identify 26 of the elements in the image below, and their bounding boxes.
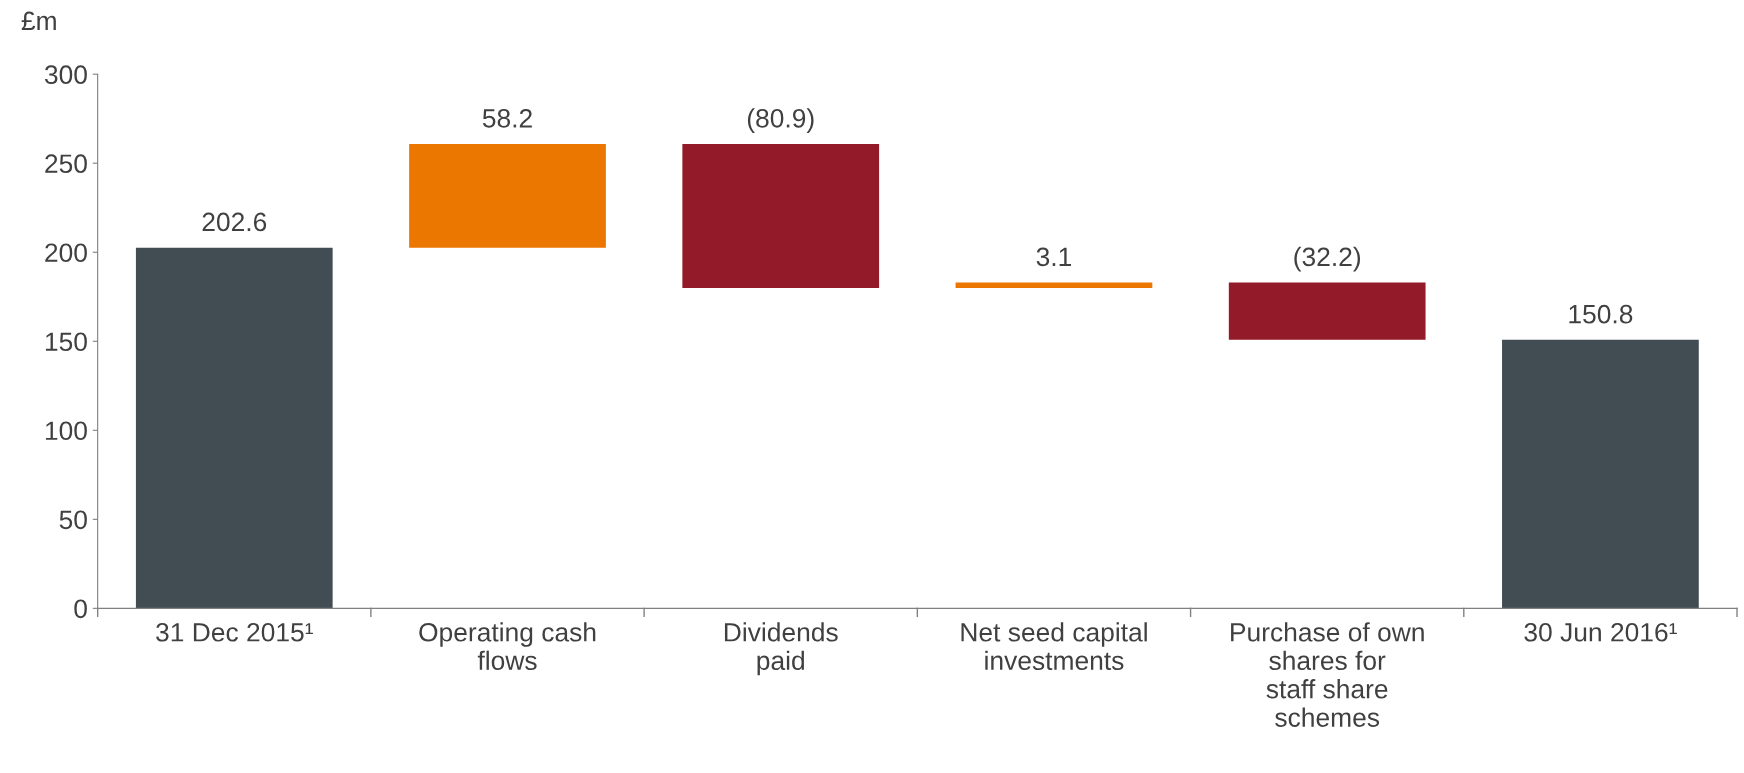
data-label: 202.6 <box>202 212 267 232</box>
bar <box>1228 282 1426 340</box>
data-label: 150.8 <box>1569 304 1633 324</box>
x-tick-label: Operating cash flows <box>419 622 596 671</box>
bar <box>135 247 333 609</box>
bar <box>409 144 606 248</box>
bar <box>955 282 1153 289</box>
data-label: 58.2 <box>482 108 532 128</box>
data-label: 3.1 <box>1036 247 1072 267</box>
y-tick-label: 0 <box>74 599 87 619</box>
y-axis-title: £m <box>21 11 56 31</box>
y-tick-label: 100 <box>45 421 87 441</box>
y-tick-label: 250 <box>45 154 87 174</box>
data-label: (32.2) <box>1294 246 1361 272</box>
bar <box>682 144 880 289</box>
bar <box>1502 339 1699 609</box>
x-tick-label: 31 Dec 2015¹ <box>156 622 313 642</box>
y-tick-label: 150 <box>45 332 87 352</box>
x-tick-label: Net seed capital investments <box>961 622 1147 671</box>
data-label: (80.9) <box>747 108 814 133</box>
x-tick-label: Dividends paid <box>724 622 838 676</box>
y-tick-label: 50 <box>59 510 87 530</box>
y-tick-label: 200 <box>45 243 87 263</box>
x-tick-label: 30 Jun 2016¹ <box>1524 622 1677 642</box>
y-tick-label: 300 <box>44 65 87 85</box>
x-tick-label: Purchase of own shares for staff share schemes <box>1231 622 1424 727</box>
